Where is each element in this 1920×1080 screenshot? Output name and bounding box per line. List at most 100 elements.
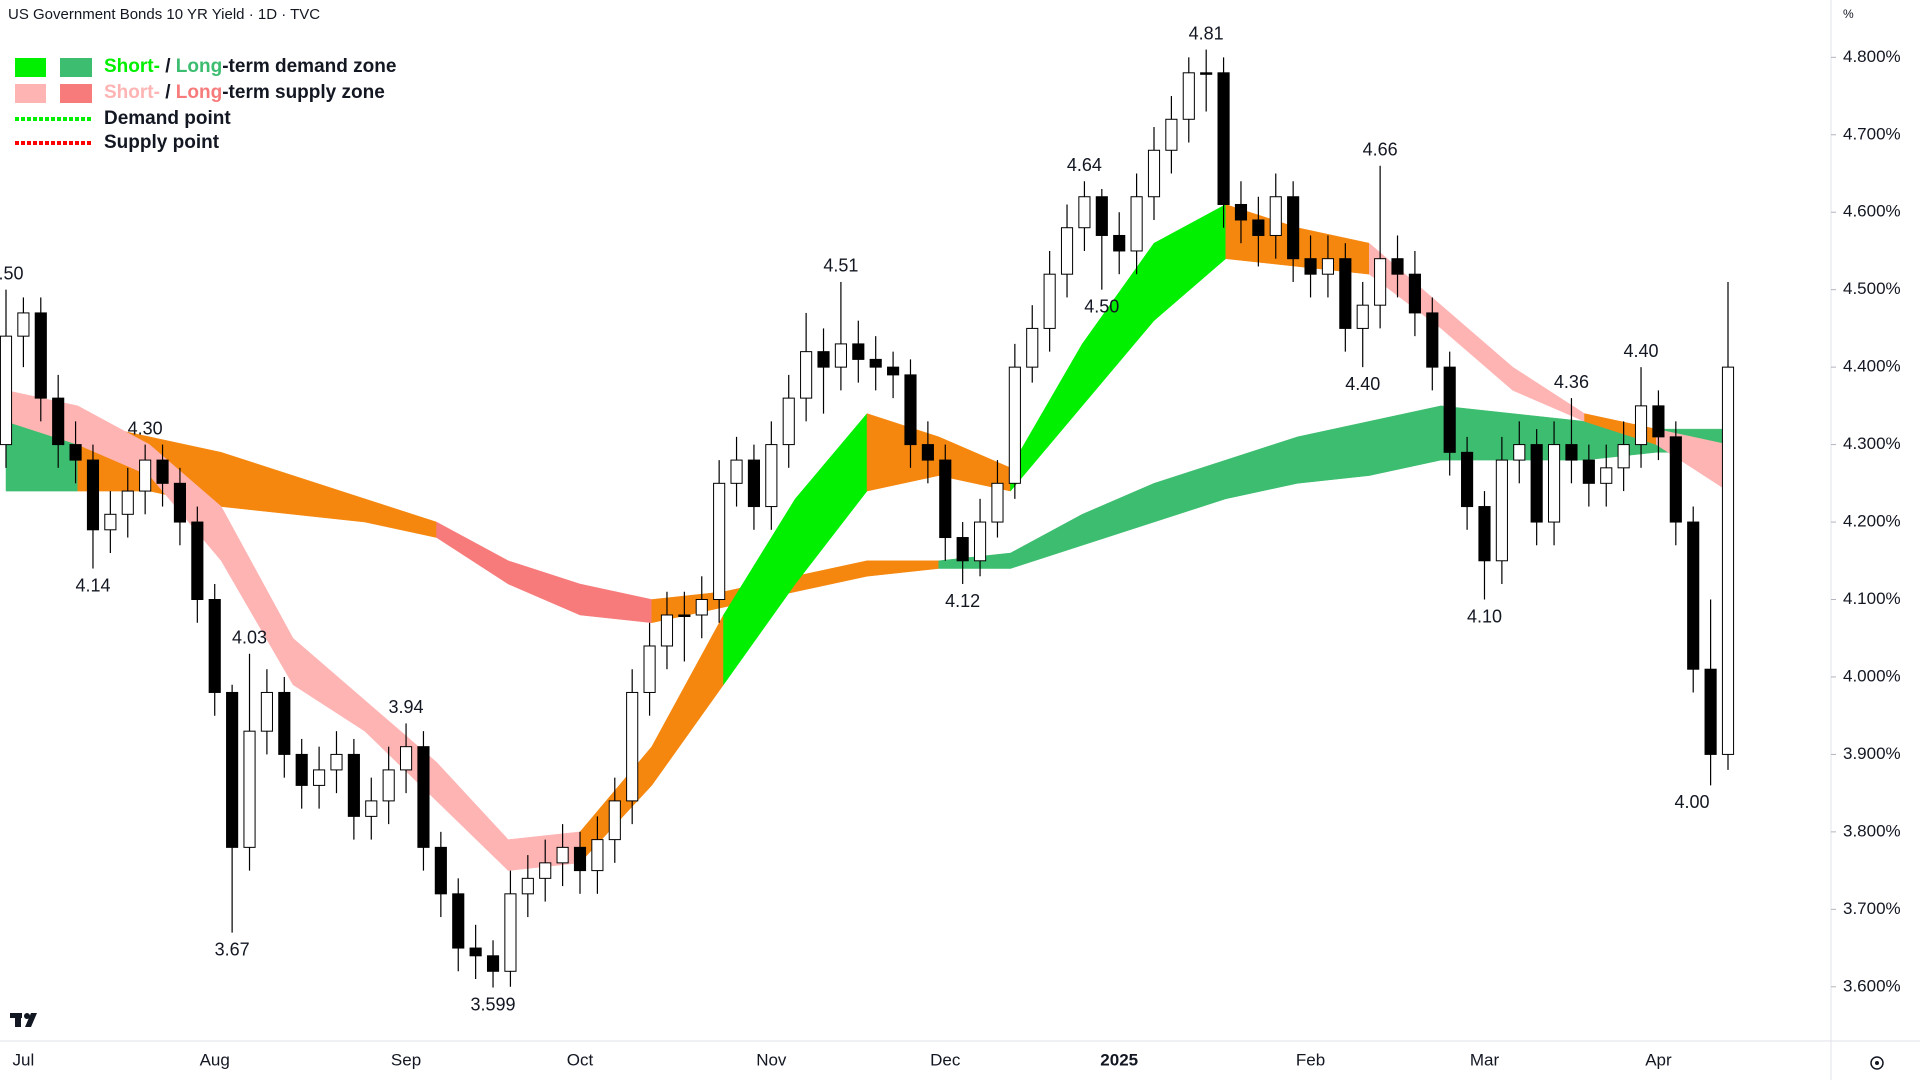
candle-body [1687, 521, 1700, 670]
candle-body [1008, 366, 1021, 484]
low-label: 4.14 [75, 575, 110, 595]
candle-body [52, 397, 65, 446]
candles [0, 49, 1735, 988]
low-label: 4.50 [1084, 296, 1119, 316]
high-label: 4.51 [823, 256, 858, 276]
candle-body [1721, 366, 1735, 755]
legend-text: Long [176, 56, 222, 77]
candle-body [156, 459, 169, 484]
legend-text: / [160, 56, 176, 77]
candle-body [226, 691, 239, 848]
candle-body [1113, 234, 1126, 252]
low-label: 4.12 [945, 591, 980, 611]
candle-body [713, 482, 726, 601]
candle-body [434, 846, 447, 895]
candle-body [782, 397, 795, 446]
legend-label: Short- / Long-term supply zone [104, 82, 385, 103]
y-tick-label: 3.800% [1843, 821, 1901, 840]
unit-label: % [1843, 7, 1854, 21]
candle-body [1426, 312, 1439, 368]
high-label: 4.40 [1624, 341, 1659, 361]
candle-body [1339, 258, 1352, 329]
candle-body [295, 753, 308, 786]
candle-body [973, 521, 987, 562]
candle-body [1547, 444, 1561, 523]
candle-body [452, 893, 465, 949]
x-tick-label: Apr [1645, 1050, 1672, 1069]
candle-body [1182, 72, 1195, 120]
candle-body [1078, 196, 1091, 229]
x-tick-label: Nov [756, 1050, 787, 1069]
candle-body [417, 746, 430, 848]
candle-body [139, 459, 152, 492]
candle-body [1513, 444, 1526, 461]
candle-body [556, 846, 569, 864]
candle-body [1200, 72, 1213, 75]
y-tick-label: 4.000% [1843, 666, 1901, 685]
candle-body [1478, 506, 1491, 562]
candle-body [34, 312, 47, 399]
candle-body [173, 482, 187, 523]
candle-body [365, 800, 378, 817]
candle-body [817, 351, 830, 368]
candle-body [1026, 327, 1039, 368]
candle-body [869, 358, 882, 368]
candle-body [486, 955, 500, 972]
settings-icon[interactable] [1875, 1061, 1879, 1065]
candle-body [1582, 459, 1595, 484]
legend-swatch [15, 84, 46, 103]
candle-body [1252, 219, 1265, 236]
labels: 4.50 4.30 4.03 3.94 4.51 4.64 4.81 4.66 4.36 4.40… [0, 23, 1659, 1014]
candle-body [399, 746, 413, 771]
candle-body [17, 312, 30, 337]
y-tick-label: 4.300% [1843, 434, 1901, 453]
high-label: 4.64 [1067, 155, 1102, 175]
candle-body [956, 537, 969, 562]
candle-body [1530, 444, 1543, 523]
candle-body [521, 877, 534, 895]
candle-body [1269, 196, 1282, 236]
x-tick-label: Oct [567, 1050, 594, 1069]
legend-label: Short- / Long-term demand zone [104, 56, 396, 77]
candle-body [834, 343, 847, 368]
legend-swatch [60, 58, 92, 77]
low-label: 4.40 [1345, 374, 1380, 394]
candle-body [1374, 258, 1387, 306]
candle-body [1356, 304, 1369, 329]
y-tick-label: 3.900% [1843, 744, 1901, 763]
high-label: 4.36 [1554, 372, 1589, 392]
logo-part [25, 1013, 37, 1027]
candle-body [539, 862, 552, 879]
high-label: 4.03 [232, 627, 267, 647]
candle-body [69, 444, 82, 461]
x-tick-label: 2025 [1100, 1050, 1138, 1069]
candle-body [86, 459, 100, 531]
x-tick-label: Sep [391, 1050, 421, 1069]
candle-body [852, 343, 865, 360]
high-label: 4.50 [0, 263, 24, 283]
settings-button[interactable] [1870, 1056, 1884, 1070]
logo-part [15, 1013, 21, 1027]
candle-body [591, 839, 604, 872]
y-tick-label: 4.200% [1843, 512, 1901, 531]
x-tick-label: Feb [1296, 1050, 1325, 1069]
legend-label: Demand point [104, 108, 231, 129]
candle-body [1043, 273, 1056, 329]
candle-body [469, 947, 482, 957]
settings-icon[interactable] [1870, 1056, 1884, 1070]
chart-title: US Government Bonds 10 YR Yield · 1D · T… [8, 6, 320, 23]
legend-text: / [160, 82, 176, 103]
candle-body [643, 645, 656, 693]
legend-swatch [60, 84, 92, 103]
y-tick-label: 4.700% [1843, 124, 1901, 143]
candle-body [504, 893, 517, 972]
candle-body [695, 599, 708, 616]
high-label: 4.30 [128, 418, 163, 438]
candle-body [1234, 203, 1248, 221]
candle-body [1287, 196, 1300, 260]
candle-body [347, 753, 360, 817]
candle-body [730, 459, 743, 484]
y-tick-label: 3.600% [1843, 976, 1901, 995]
candle-body [991, 482, 1004, 523]
